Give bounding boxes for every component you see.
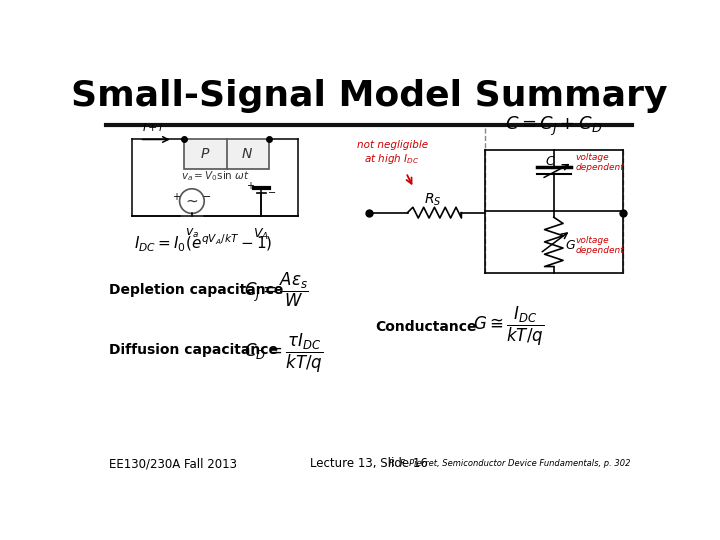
Text: −: − <box>268 187 276 198</box>
Text: $C_J = \dfrac{A\varepsilon_s}{W}$: $C_J = \dfrac{A\varepsilon_s}{W}$ <box>244 271 309 309</box>
Text: $I_{DC} = I_0(e^{qV_A/kT}-1)$: $I_{DC} = I_0(e^{qV_A/kT}-1)$ <box>134 233 273 254</box>
Text: $V_A$: $V_A$ <box>253 227 269 242</box>
Text: EE130/230A Fall 2013: EE130/230A Fall 2013 <box>109 457 237 470</box>
Text: Small-Signal Model Summary: Small-Signal Model Summary <box>71 79 667 113</box>
Text: not negligible
at high $I_{DC}$: not negligible at high $I_{DC}$ <box>356 140 428 166</box>
Text: $C_D = \dfrac{\tau I_{DC}}{kT/q}$: $C_D = \dfrac{\tau I_{DC}}{kT/q}$ <box>244 332 324 375</box>
Text: voltage
dependent: voltage dependent <box>575 236 624 255</box>
Text: Diffusion capacitance: Diffusion capacitance <box>109 343 278 357</box>
Text: $v_a = V_0 \sin\,\omega t$: $v_a = V_0 \sin\,\omega t$ <box>181 170 249 184</box>
Text: +: + <box>246 181 254 191</box>
Text: $I + i$: $I + i$ <box>143 120 164 132</box>
Text: G: G <box>565 239 575 252</box>
Text: Conductance: Conductance <box>375 320 477 334</box>
Text: $N$: $N$ <box>241 147 253 161</box>
Circle shape <box>179 189 204 213</box>
Text: −: − <box>203 192 212 202</box>
Text: C: C <box>546 154 554 167</box>
Text: $G \cong \dfrac{I_{DC}}{kT/q}$: $G \cong \dfrac{I_{DC}}{kT/q}$ <box>473 305 544 348</box>
Text: $C = C_J + C_D$: $C = C_J + C_D$ <box>505 115 603 138</box>
Text: $P$: $P$ <box>200 147 210 161</box>
Text: +: + <box>173 192 181 202</box>
Text: Depletion capacitance: Depletion capacitance <box>109 282 283 296</box>
Text: ~: ~ <box>186 194 198 208</box>
Text: R. F. Pierret, Semiconductor Device Fundamentals, p. 302: R. F. Pierret, Semiconductor Device Fund… <box>390 459 631 468</box>
Text: voltage
dependent: voltage dependent <box>575 153 624 172</box>
Text: $R_S$: $R_S$ <box>424 191 441 208</box>
Bar <box>184 139 269 168</box>
Text: $v_a$: $v_a$ <box>185 227 199 240</box>
Text: Lecture 13, Slide 16: Lecture 13, Slide 16 <box>310 457 428 470</box>
